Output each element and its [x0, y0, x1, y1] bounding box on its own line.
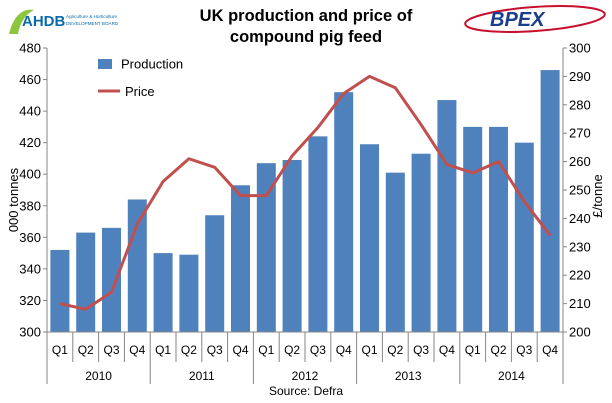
chart-title-line-2: compound pig feed [229, 28, 383, 46]
production-bars [50, 70, 560, 332]
left-tick-label: 420 [19, 135, 41, 150]
category-label: Q3 [310, 343, 326, 357]
category-label: Q1 [361, 343, 377, 357]
production-bar [102, 227, 121, 332]
right-tick-label: 270 [569, 126, 591, 141]
right-tick-label: 250 [569, 183, 591, 198]
category-label: Q4 [232, 343, 248, 357]
left-tick-label: 360 [19, 230, 41, 245]
production-bar [360, 144, 379, 332]
price-line [59, 74, 552, 311]
ahdb-logo-subtext-1: Agriculture & Horticulture [66, 14, 118, 19]
category-label: Q2 [387, 343, 403, 357]
category-label: Q3 [413, 343, 429, 357]
category-label: Q2 [284, 343, 300, 357]
production-bar [463, 126, 483, 332]
category-label: Q1 [465, 343, 481, 357]
bpex-logo: BPEX [464, 5, 606, 33]
chart-title-line-1: UK production and price of [199, 7, 413, 25]
production-bar [205, 215, 225, 332]
left-tick-label: 300 [19, 325, 41, 340]
category-label: Q1 [155, 343, 171, 357]
legend-production-swatch [98, 59, 112, 69]
category-label: Q1 [258, 343, 274, 357]
category-label: Q4 [336, 343, 352, 357]
left-axis-title: 000 tonnes [6, 167, 21, 232]
right-tick-label: 210 [569, 296, 591, 311]
category-label: Q4 [439, 343, 455, 357]
production-bar [179, 254, 199, 332]
category-label: Q3 [207, 343, 223, 357]
ahdb-logo-text: AHDB [22, 13, 65, 30]
right-axis-title: £/tonne [590, 174, 605, 217]
production-bar [540, 70, 560, 332]
production-bar [76, 232, 96, 332]
axes: 300 320 340 360 380 400 420 440 460 480 200 210 220 2… [6, 41, 605, 384]
category-label: Q3 [103, 343, 119, 357]
production-bar [334, 92, 354, 332]
category-label: Q2 [78, 343, 94, 357]
right-tick-label: 300 [569, 41, 591, 56]
production-bar [256, 163, 276, 332]
chart-title: UK production and price of compound pig … [150, 6, 462, 48]
production-bar [437, 100, 457, 332]
production-bar [411, 153, 431, 332]
year-label: 2014 [498, 369, 525, 383]
left-tick-label: 480 [19, 41, 41, 56]
right-tick-label: 280 [569, 97, 591, 112]
year-label: 2010 [85, 369, 112, 383]
category-label: Q2 [181, 343, 197, 357]
left-tick-label: 340 [19, 261, 41, 276]
right-tick-label: 200 [569, 325, 591, 340]
ahdb-logo: AHDB Agriculture & Horticulture DEVELOPM… [9, 9, 119, 34]
left-tick-label: 320 [19, 293, 41, 308]
year-label: 2013 [395, 369, 422, 383]
production-bar [282, 160, 302, 332]
chart-source: Source: Defra [268, 384, 344, 398]
production-bar [231, 185, 250, 332]
bpex-logo-text: BPEX [490, 9, 546, 31]
legend-price-label: Price [125, 84, 155, 99]
production-bar [50, 249, 70, 332]
production-bar [385, 172, 405, 332]
left-tick-label: 460 [19, 72, 41, 87]
right-tick-label: 260 [569, 154, 591, 169]
left-tick-label: 380 [19, 198, 41, 213]
category-label: Q4 [542, 343, 558, 357]
ahdb-logo-subtext-2: DEVELOPMENT BOARD [66, 21, 119, 26]
production-bar [308, 136, 328, 332]
category-label: Q1 [52, 343, 68, 357]
left-tick-label: 440 [19, 104, 41, 119]
category-label: Q2 [490, 343, 506, 357]
production-bar [127, 199, 147, 332]
year-label: 2011 [189, 369, 215, 383]
category-label: Q3 [516, 343, 532, 357]
production-bar [153, 253, 173, 332]
right-tick-label: 220 [569, 268, 591, 283]
left-tick-label: 400 [19, 167, 41, 182]
production-bar [489, 126, 508, 332]
category-label: Q4 [129, 343, 145, 357]
year-label: 2012 [292, 369, 319, 383]
price-line-series [59, 74, 552, 311]
right-tick-label: 230 [569, 239, 591, 254]
right-tick-label: 290 [569, 69, 591, 84]
legend-production-label: Production [121, 57, 183, 72]
production-bar [514, 142, 534, 332]
legend: Production Price [98, 57, 183, 99]
right-tick-label: 240 [569, 211, 591, 226]
